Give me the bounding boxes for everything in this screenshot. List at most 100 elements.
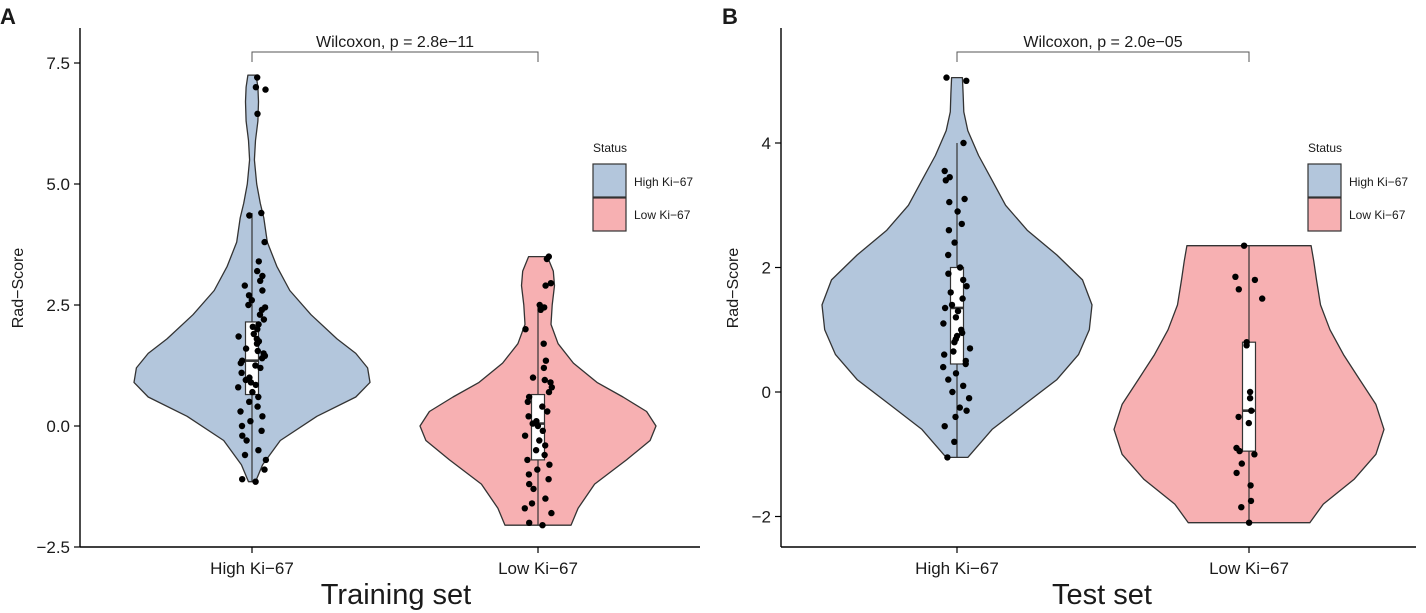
data-point	[1235, 286, 1243, 293]
data-point	[951, 239, 958, 246]
data-point	[259, 287, 266, 294]
data-point	[1251, 451, 1258, 458]
data-point	[528, 500, 536, 507]
data-point	[534, 466, 541, 473]
data-point	[945, 270, 952, 277]
data-point	[235, 333, 242, 340]
data-point	[542, 357, 550, 364]
legend: Status High Ki−67 Low Ki−67	[592, 141, 693, 232]
data-point	[1251, 276, 1259, 284]
data-point	[237, 359, 244, 367]
data-point	[542, 442, 549, 449]
data-point	[246, 398, 253, 405]
data-point	[525, 393, 533, 401]
data-point	[257, 364, 264, 372]
data-point	[1236, 447, 1243, 455]
legend-label-high: High Ki−67	[1349, 175, 1408, 189]
data-point	[536, 437, 543, 444]
y-tick-label: 5.0	[46, 175, 70, 194]
y-tick-label: 2.5	[46, 296, 70, 315]
data-point	[242, 345, 250, 352]
data-point	[259, 272, 266, 280]
data-point	[258, 355, 266, 362]
data-point	[254, 326, 261, 333]
data-point	[524, 398, 531, 405]
data-point	[942, 177, 949, 184]
x-axis-title: Test set	[1052, 579, 1152, 611]
data-point	[954, 307, 962, 315]
data-point	[258, 427, 265, 434]
data-point	[545, 476, 552, 483]
data-point	[1247, 497, 1255, 505]
data-point	[245, 292, 253, 299]
data-point	[539, 522, 546, 529]
data-point	[945, 376, 952, 383]
data-point	[965, 395, 973, 402]
panel-a: A Rad−Score −2.5 0.0 2.5 5.0 7.5 High Ki−67 Lo…	[0, 4, 700, 611]
data-point	[1259, 295, 1266, 302]
data-point	[547, 280, 555, 287]
data-point	[247, 418, 254, 425]
data-point	[959, 295, 966, 302]
y-axis-label: Rad−Score	[725, 248, 742, 329]
data-point	[951, 438, 958, 445]
y-tick-label: 7.5	[46, 54, 70, 73]
data-point	[261, 238, 268, 246]
legend-title: Status	[593, 141, 627, 155]
data-point	[541, 376, 548, 384]
data-point	[249, 388, 256, 396]
data-point	[532, 447, 540, 454]
data-point	[943, 74, 950, 81]
data-point	[951, 339, 958, 346]
data-point	[525, 413, 532, 420]
panel-label: B	[722, 4, 738, 29]
data-point	[1247, 482, 1254, 489]
data-point	[255, 258, 262, 265]
data-point	[941, 423, 948, 430]
data-point	[258, 306, 266, 313]
data-point	[241, 282, 248, 289]
data-point	[239, 476, 246, 483]
data-point	[250, 330, 257, 338]
data-point	[529, 374, 537, 381]
data-point	[245, 301, 252, 309]
legend-label-low: Low Ki−67	[634, 208, 691, 222]
data-point	[1233, 469, 1240, 477]
data-point	[962, 360, 969, 368]
data-point	[952, 314, 960, 321]
data-point	[960, 276, 967, 284]
data-point	[246, 212, 253, 219]
data-point	[949, 388, 956, 396]
data-point	[947, 289, 954, 296]
data-point	[941, 167, 948, 175]
data-point	[522, 326, 529, 333]
data-point	[547, 379, 554, 386]
data-point	[543, 255, 551, 263]
data-point	[239, 432, 246, 439]
data-point	[530, 485, 537, 493]
data-point	[542, 282, 549, 289]
legend-swatch-low	[1307, 197, 1342, 232]
data-point	[952, 370, 960, 377]
data-point	[540, 364, 548, 372]
data-point	[525, 471, 533, 478]
y-axis-label: Rad−Score	[10, 248, 27, 329]
data-point	[248, 297, 255, 304]
data-point	[524, 456, 531, 464]
data-point	[548, 509, 555, 517]
data-point	[526, 480, 533, 488]
data-point	[260, 316, 268, 323]
data-point	[948, 301, 956, 309]
data-point	[254, 347, 261, 355]
data-point	[540, 340, 547, 347]
data-point	[254, 267, 261, 275]
data-point	[261, 466, 268, 473]
data-point	[252, 381, 259, 389]
data-point	[956, 264, 964, 271]
data-point	[545, 388, 553, 396]
data-point	[940, 320, 947, 327]
legend: Status High Ki−67 Low Ki−67	[1307, 141, 1408, 232]
data-point	[940, 363, 947, 371]
data-point	[966, 345, 974, 352]
data-point	[544, 408, 551, 415]
